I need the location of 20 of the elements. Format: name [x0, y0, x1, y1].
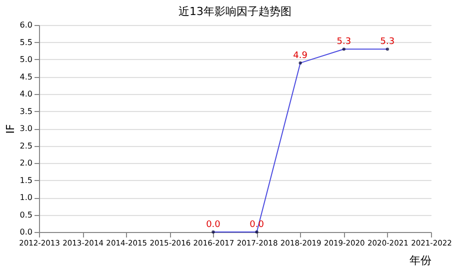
y-tick-label: 5.0 — [20, 55, 32, 64]
y-tick-label: 4.0 — [20, 90, 32, 98]
y-tick-label: 2.5 — [20, 141, 32, 150]
y-tick-label: 2.0 — [20, 158, 32, 168]
y-axis-title: IF — [4, 124, 17, 134]
data-label: 4.9 — [293, 50, 308, 61]
y-tick-label: 1.5 — [20, 176, 32, 185]
x-axis-title: 年份 — [410, 254, 432, 267]
y-tick-label: 3.0 — [20, 124, 32, 133]
y-tick-label: 1.0 — [20, 193, 32, 202]
chart-title: 近13年影响因子趋势图 — [178, 5, 292, 18]
data-label: 5.3 — [380, 37, 395, 48]
data-label: 0.0 — [206, 220, 221, 230]
data-label: 5.3 — [336, 37, 352, 48]
y-tick-label: 5.5 — [20, 38, 32, 47]
y-tick-label: 4.5 — [20, 72, 32, 82]
y-tick-label: 0.0 — [20, 228, 32, 236]
y-tick-label: 0.5 — [20, 210, 32, 220]
y-tick-label: 3.5 — [20, 106, 32, 116]
y-tick-label: 6.0 — [20, 20, 32, 30]
